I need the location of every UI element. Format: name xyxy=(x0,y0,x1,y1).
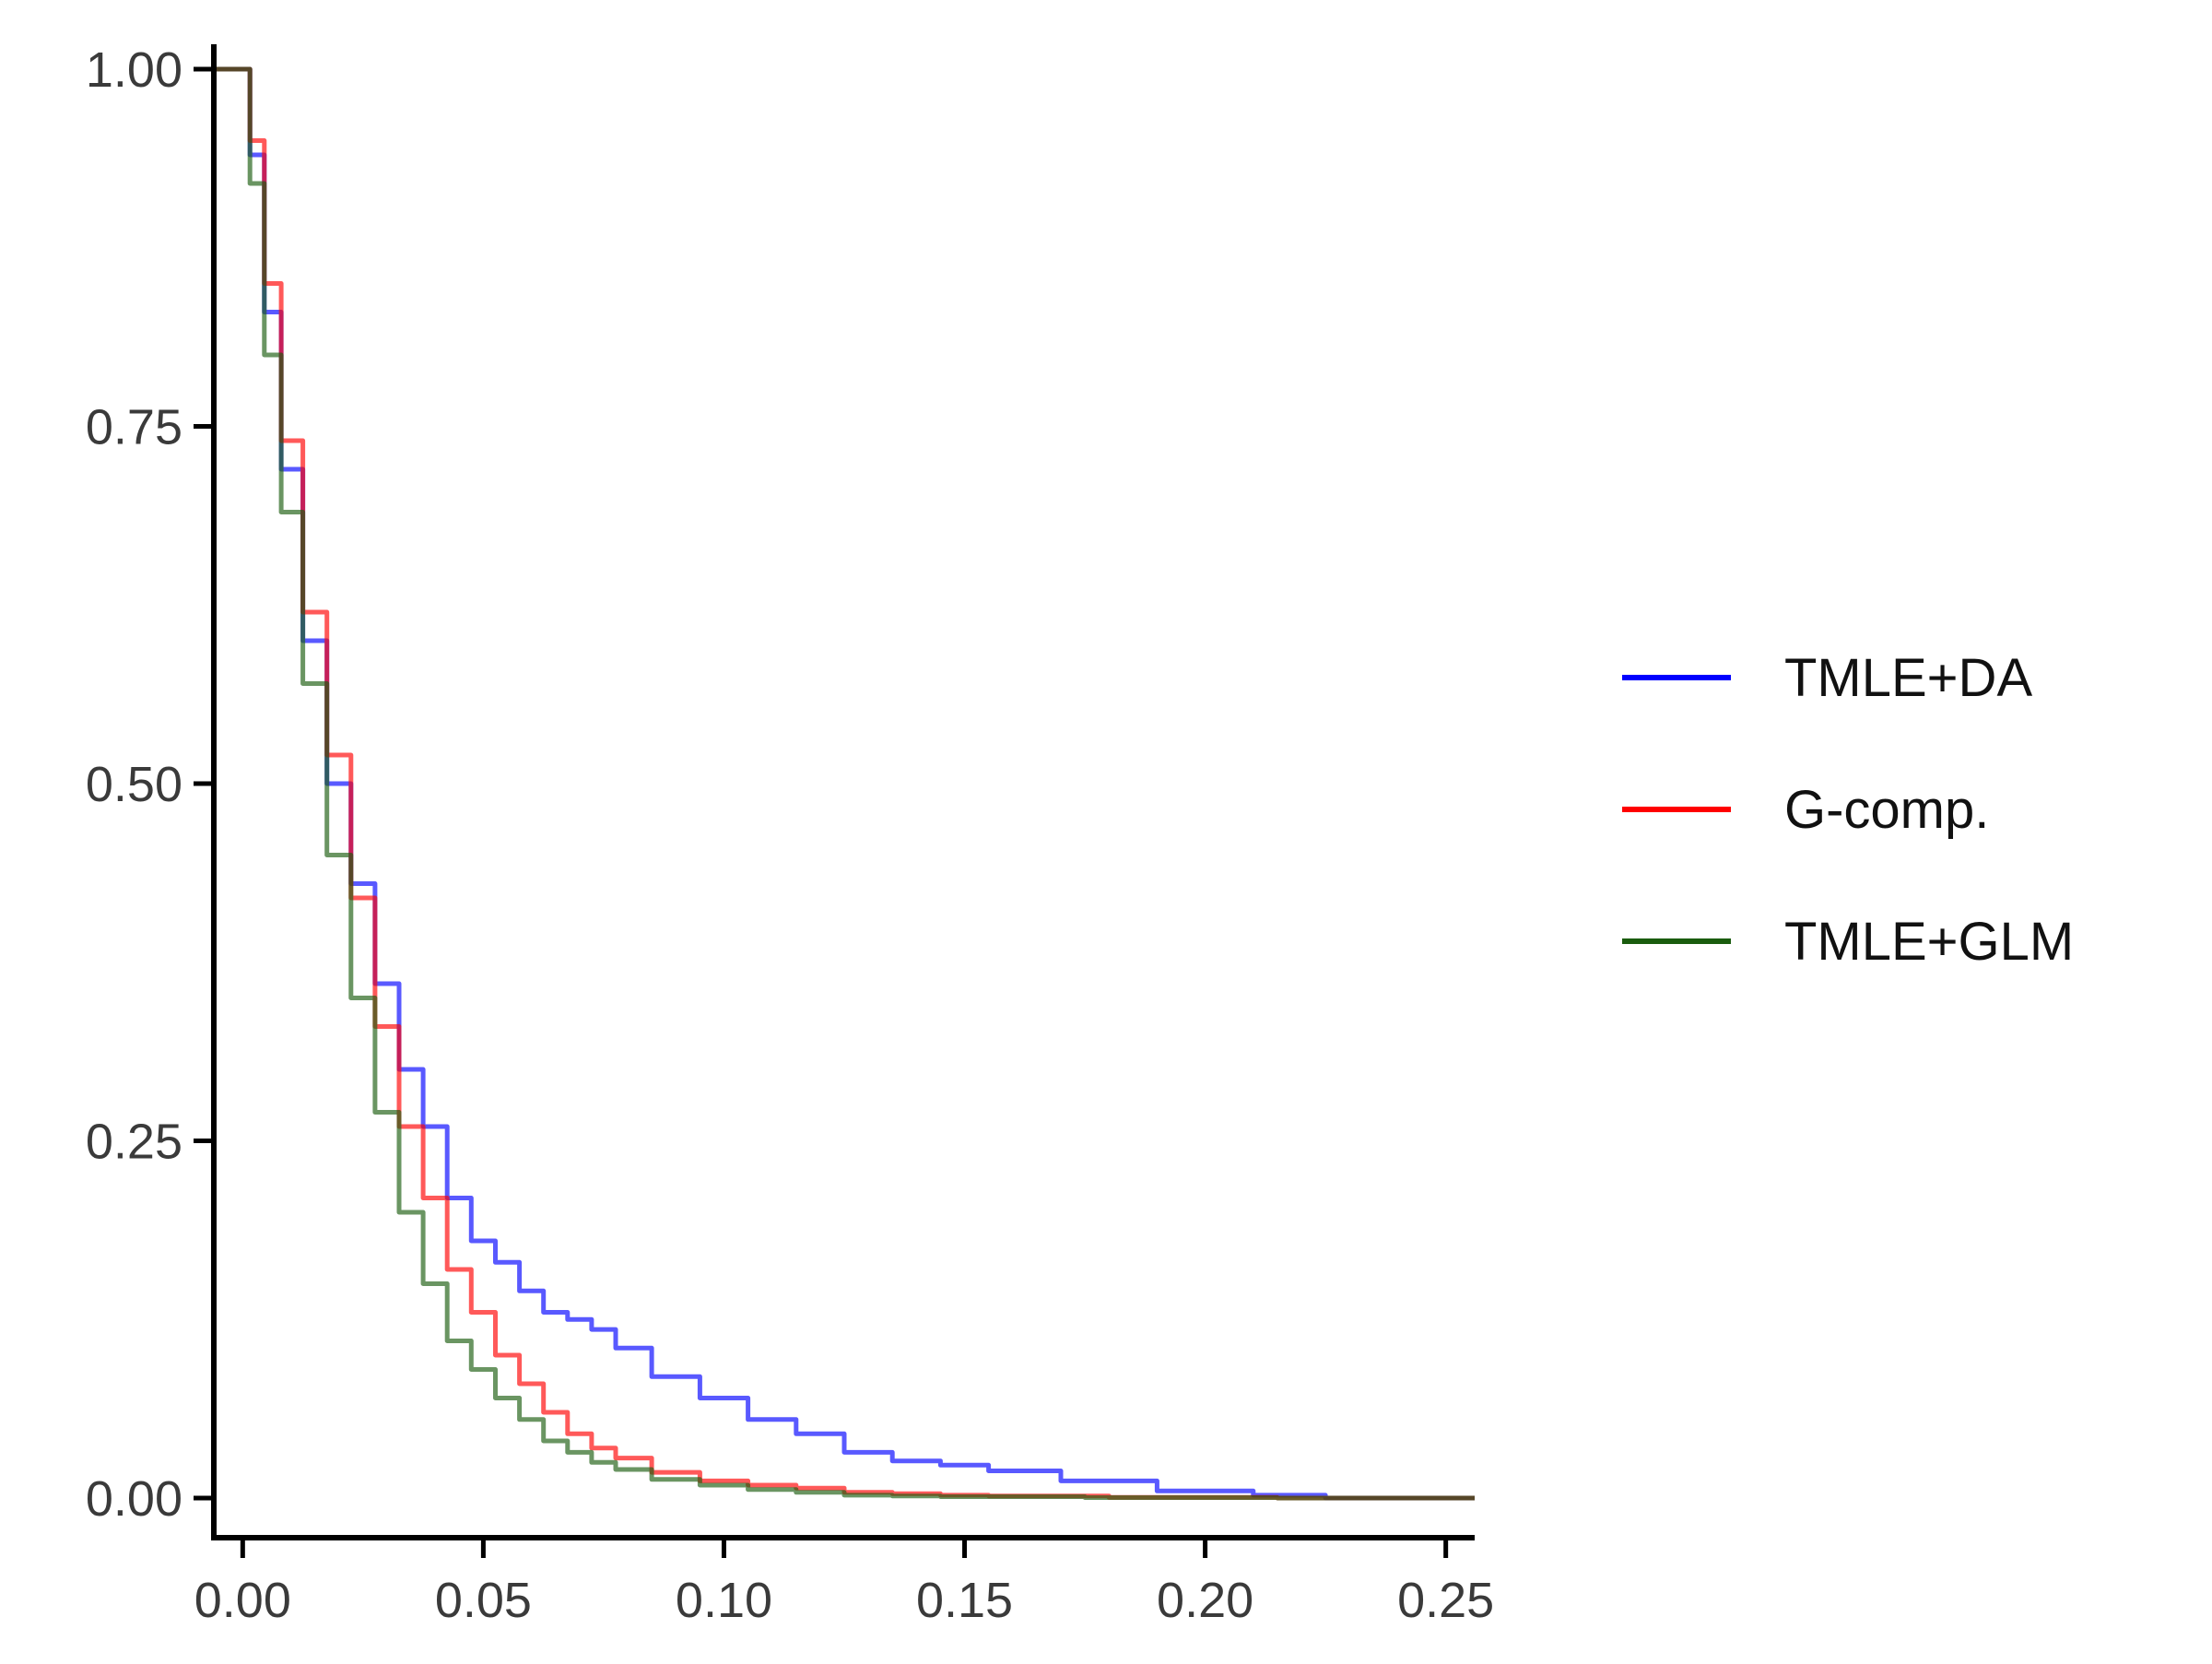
series-line-tmle-glm xyxy=(214,66,1475,1501)
y-axis-ticks: 0.00 0.25 0.50 0.75 1.00 xyxy=(86,42,214,1527)
x-axis-ticks: 0.00 0.05 0.10 0.15 0.20 0.25 xyxy=(194,1538,1494,1628)
x-tick-label: 0.25 xyxy=(1397,1573,1494,1628)
plot-lines xyxy=(214,66,1475,1501)
y-tick-label: 0.25 xyxy=(86,1115,182,1170)
y-tick-label: 0.50 xyxy=(86,757,182,812)
legend-label-tmle-glm: TMLE+GLM xyxy=(1784,912,2074,972)
x-tick-label: 0.20 xyxy=(1157,1573,1253,1628)
series-line-g-comp xyxy=(214,66,1475,1501)
legend: TMLE+DA G-comp. TMLE+GLM xyxy=(1622,648,2074,972)
legend-label-tmle-da: TMLE+DA xyxy=(1784,648,2032,708)
x-tick-label: 0.00 xyxy=(194,1573,291,1628)
y-tick-label: 1.00 xyxy=(86,42,182,98)
x-tick-label: 0.15 xyxy=(916,1573,1013,1628)
y-tick-label: 0.00 xyxy=(86,1471,182,1527)
y-tick-label: 0.75 xyxy=(86,400,182,455)
x-tick-label: 0.05 xyxy=(435,1573,532,1628)
series-line-tmle-da xyxy=(214,66,1475,1501)
x-tick-label: 0.10 xyxy=(676,1573,772,1628)
legend-label-g-comp: G-comp. xyxy=(1784,780,1989,840)
